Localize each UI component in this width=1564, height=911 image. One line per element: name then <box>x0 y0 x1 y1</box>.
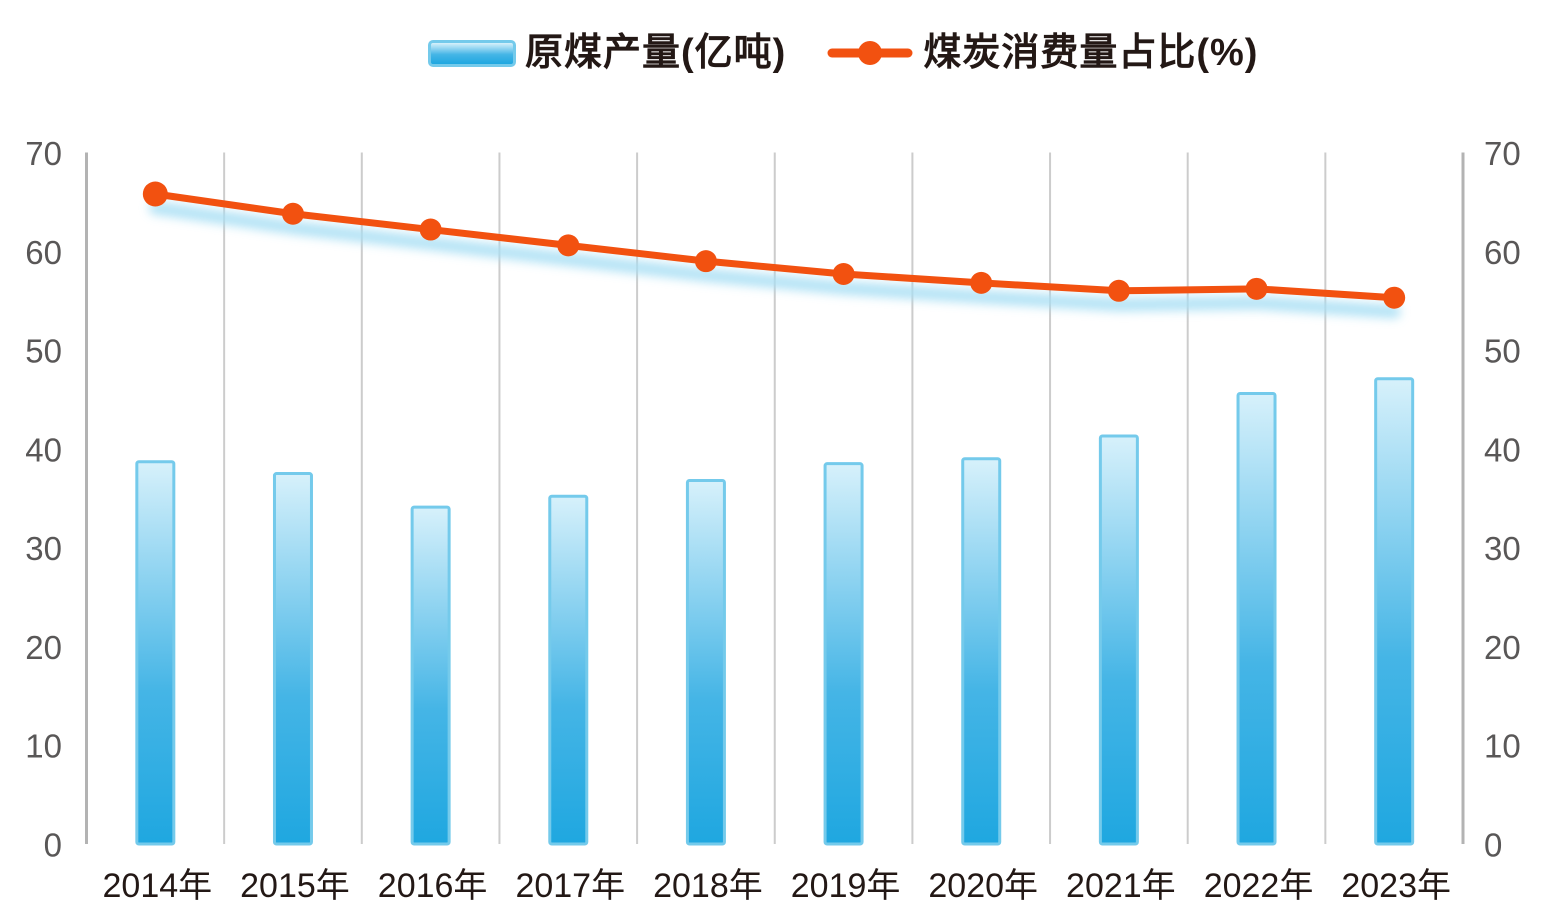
ytick-right-40: 40 <box>1484 431 1521 468</box>
point-2017年[interactable] <box>557 234 580 257</box>
point-2018年[interactable] <box>694 250 717 273</box>
point-2020年[interactable] <box>970 271 993 294</box>
xtick-2020年: 2020年 <box>928 867 1038 905</box>
xtick-2023年: 2023年 <box>1341 867 1451 905</box>
point-2021年[interactable] <box>1107 279 1130 302</box>
ytick-left-10: 10 <box>25 728 62 765</box>
trend-line <box>151 190 1398 302</box>
xtick-2015年: 2015年 <box>240 867 350 905</box>
point-2019年[interactable] <box>832 263 855 286</box>
point-2023年[interactable] <box>1383 286 1406 309</box>
bar-2019年[interactable] <box>823 462 864 846</box>
bar-2015年[interactable] <box>272 472 313 846</box>
bar-2014年[interactable] <box>135 460 176 846</box>
ytick-right-20: 20 <box>1484 629 1521 666</box>
point-2014年[interactable] <box>142 181 168 207</box>
ytick-right-10: 10 <box>1484 728 1521 765</box>
ytick-right-60: 60 <box>1484 234 1521 271</box>
xtick-2022年: 2022年 <box>1204 867 1314 905</box>
bar-2020年[interactable] <box>961 457 1002 846</box>
bar-2023年[interactable] <box>1374 377 1415 846</box>
bar-series-swatch-icon <box>428 39 516 67</box>
xtick-2014年: 2014年 <box>103 867 213 905</box>
point-2022年[interactable] <box>1245 277 1268 300</box>
bar-2021年[interactable] <box>1098 434 1139 846</box>
ytick-right-50: 50 <box>1484 333 1521 370</box>
line-series-label: 煤炭消费量占比(%) <box>923 32 1259 74</box>
legend: 原煤产量(亿吨) 煤炭消费量占比(%) <box>428 34 1258 72</box>
legend-item-coal-consumption-share[interactable]: 煤炭消费量占比(%) <box>826 34 1258 72</box>
line-series-symbol-icon <box>827 41 913 65</box>
ytick-right-0: 0 <box>1484 827 1502 864</box>
bar-2016年[interactable] <box>410 505 451 846</box>
bar-2018年[interactable] <box>685 478 726 846</box>
ytick-left-30: 30 <box>25 530 62 567</box>
point-2015年[interactable] <box>281 202 304 225</box>
bar-2022年[interactable] <box>1236 392 1277 846</box>
bar-2017年[interactable] <box>548 494 589 846</box>
xtick-2021年: 2021年 <box>1066 867 1176 905</box>
trend-line-glow <box>148 201 1401 319</box>
ytick-left-60: 60 <box>25 234 62 271</box>
xtick-2017年: 2017年 <box>515 867 625 905</box>
point-2016年[interactable] <box>419 218 442 241</box>
ytick-left-20: 20 <box>25 629 62 666</box>
ytick-left-50: 50 <box>25 333 62 370</box>
legend-item-coal-production[interactable]: 原煤产量(亿吨) <box>428 34 786 72</box>
xtick-2018年: 2018年 <box>653 867 763 905</box>
ytick-left-70: 70 <box>25 135 62 172</box>
bar-series-label: 原煤产量(亿吨) <box>525 32 787 74</box>
xtick-2019年: 2019年 <box>791 867 901 905</box>
ytick-left-40: 40 <box>25 431 62 468</box>
ytick-left-0: 0 <box>44 827 62 864</box>
legend-dot-glyph <box>858 41 883 65</box>
ytick-right-70: 70 <box>1484 135 1521 172</box>
xtick-2016年: 2016年 <box>378 867 488 905</box>
ytick-right-30: 30 <box>1484 530 1521 567</box>
